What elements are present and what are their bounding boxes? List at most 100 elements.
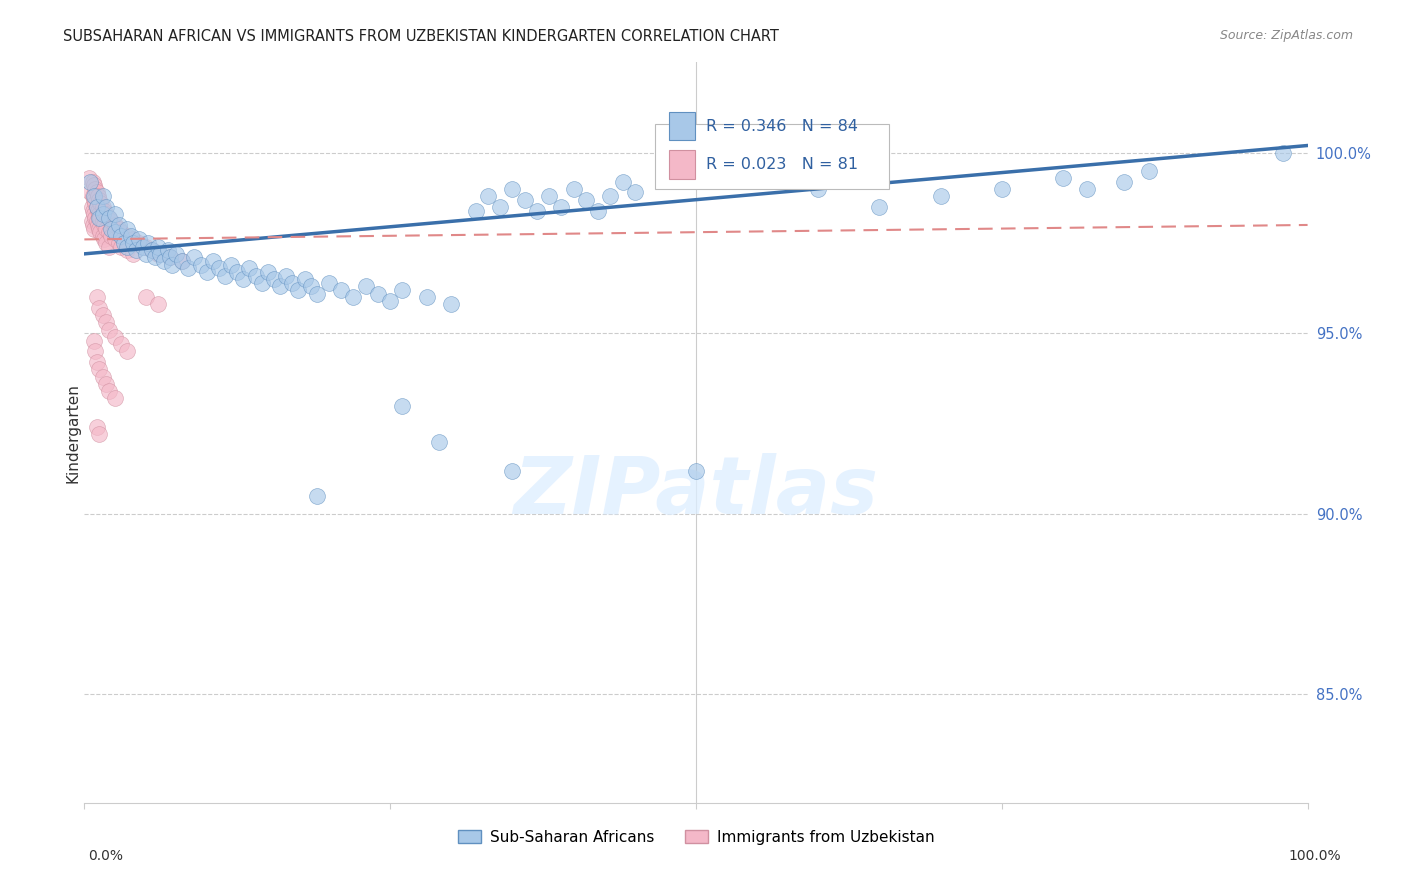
Point: [132, 239, 155, 253]
Point: [104, 330, 127, 344]
Point: [991, 182, 1014, 196]
Point: [82, 175, 104, 189]
Point: [84, 211, 107, 225]
Point: [599, 189, 621, 203]
Point: [96, 316, 118, 330]
Point: [257, 265, 280, 279]
Point: [104, 225, 127, 239]
Point: [165, 247, 187, 261]
Point: [86, 214, 108, 228]
Point: [380, 293, 402, 308]
Point: [87, 221, 110, 235]
Point: [87, 427, 110, 442]
Point: [97, 384, 120, 398]
Point: [287, 283, 309, 297]
Point: [526, 203, 548, 218]
Point: [110, 225, 132, 239]
Point: [685, 464, 707, 478]
Point: [226, 265, 249, 279]
Point: [1137, 163, 1160, 178]
Point: [83, 193, 105, 207]
Point: [305, 286, 328, 301]
Point: [87, 189, 110, 203]
Point: [89, 211, 111, 225]
Point: [208, 261, 231, 276]
Point: [128, 232, 150, 246]
Point: [115, 228, 138, 243]
Point: [87, 211, 110, 225]
Point: [83, 334, 105, 348]
Text: Source: ZipAtlas.com: Source: ZipAtlas.com: [1219, 29, 1353, 42]
Point: [156, 244, 179, 258]
Point: [416, 290, 439, 304]
Point: [502, 464, 524, 478]
Point: [122, 235, 145, 250]
Point: [86, 355, 108, 369]
Text: ZIPatlas: ZIPatlas: [513, 453, 879, 531]
Point: [115, 244, 138, 258]
Point: [82, 189, 104, 203]
Point: [281, 276, 304, 290]
Point: [502, 182, 524, 196]
Point: [115, 344, 138, 359]
Point: [513, 193, 536, 207]
Point: [624, 186, 647, 200]
Point: [97, 211, 120, 225]
Point: [305, 489, 328, 503]
Point: [201, 254, 224, 268]
Point: [93, 218, 115, 232]
Point: [120, 228, 142, 243]
Point: [97, 239, 120, 253]
Point: [214, 268, 236, 283]
Point: [91, 189, 114, 203]
Point: [80, 200, 103, 214]
Point: [146, 247, 169, 261]
Point: [276, 268, 298, 283]
Point: [550, 200, 572, 214]
Point: [143, 251, 166, 265]
Y-axis label: Kindergarten: Kindergarten: [66, 383, 80, 483]
Legend: Sub-Saharan Africans, Immigrants from Uzbekistan: Sub-Saharan Africans, Immigrants from Uz…: [451, 823, 941, 851]
Point: [115, 221, 138, 235]
Point: [183, 251, 205, 265]
Point: [82, 218, 104, 232]
Point: [97, 225, 120, 239]
Point: [93, 232, 115, 246]
Point: [136, 235, 159, 250]
Point: [575, 193, 598, 207]
Text: R = 0.023   N = 81: R = 0.023 N = 81: [706, 157, 858, 172]
Point: [153, 254, 176, 268]
Point: [96, 200, 118, 214]
Point: [82, 203, 104, 218]
Point: [190, 258, 212, 272]
Point: [245, 268, 267, 283]
Point: [104, 232, 127, 246]
Point: [91, 228, 114, 243]
Point: [122, 247, 145, 261]
Point: [87, 362, 110, 376]
Point: [83, 189, 105, 203]
Point: [87, 203, 110, 218]
Point: [1272, 145, 1295, 160]
Point: [219, 258, 242, 272]
Point: [869, 200, 891, 214]
Point: [294, 272, 316, 286]
Point: [93, 203, 115, 218]
Point: [112, 235, 135, 250]
Point: [146, 239, 169, 253]
Point: [87, 301, 110, 315]
Point: [172, 254, 194, 268]
Point: [263, 272, 285, 286]
Point: [104, 218, 127, 232]
Point: [97, 211, 120, 225]
Point: [1114, 175, 1136, 189]
Point: [464, 203, 486, 218]
Point: [86, 420, 108, 434]
Point: [141, 244, 163, 258]
Text: 0.0%: 0.0%: [89, 849, 122, 863]
Point: [91, 200, 114, 214]
Point: [107, 218, 129, 232]
Point: [100, 228, 122, 243]
Point: [562, 182, 585, 196]
Point: [146, 297, 169, 311]
